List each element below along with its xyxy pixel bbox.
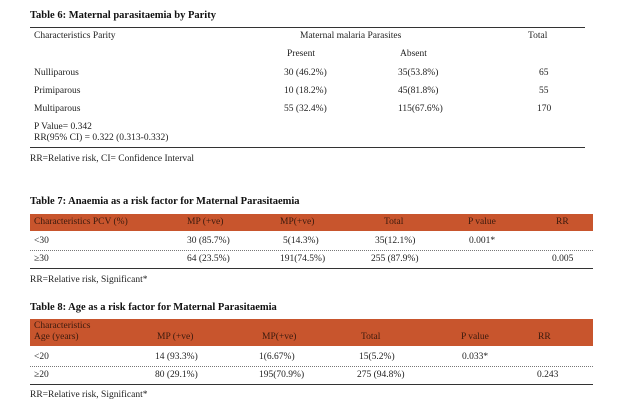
table7-row-label: <30 <box>34 236 49 246</box>
table7-title: Table 7: Anaemia as a risk factor for Ma… <box>30 196 300 207</box>
table7-cell-mp1: 30 (85.7%) <box>187 236 230 246</box>
table8-header-mp1: MP (+ve) <box>157 332 194 342</box>
table6-cell-total: 170 <box>537 104 552 114</box>
table6-cell-total: 55 <box>539 86 549 96</box>
table7-cell-rr: 0.005 <box>552 254 574 264</box>
table6-pvalue: P Value= 0.342 <box>34 122 92 132</box>
table7-header-mp2: MP(+ve) <box>280 217 315 227</box>
table8-header-pvalue: P value <box>461 332 489 342</box>
table6-cell-present: 30 (46.2%) <box>284 68 327 78</box>
table7-cell-total: 35(12.1%) <box>375 236 416 246</box>
table6-title: Table 6: Maternal parasitaemia by Parity <box>30 10 216 21</box>
table6-top-rule <box>30 27 585 28</box>
table8-title: Table 8: Age as a risk factor for Matern… <box>30 302 277 313</box>
table7-header-rr: RR <box>556 217 569 227</box>
table7-header-total: Total <box>384 217 404 227</box>
table8-cell-mp1: 14 (93.3%) <box>155 352 198 362</box>
table8-header-mp2: MP(+ve) <box>262 332 297 342</box>
table6-header-characteristics: Characteristics Parity <box>34 31 116 41</box>
table8-cell-pvalue: 0.033* <box>462 352 489 362</box>
table6-footnote: RR=Relative risk, CI= Confidence Interva… <box>30 154 194 164</box>
table6-header-present: Present <box>287 49 315 59</box>
table6-cell-present: 55 (32.4%) <box>284 104 327 114</box>
table6-rr: RR(95% CI) = 0.322 (0.313-0.332) <box>34 133 169 143</box>
table6-header-group: Maternal malaria Parasites <box>300 31 402 41</box>
table6-bottom-rule <box>30 147 585 148</box>
table6-row-label: Primiparous <box>34 86 81 96</box>
table6-cell-absent: 35(53.8%) <box>398 68 439 78</box>
table7-cell-mp2: 5(14.3%) <box>283 236 319 246</box>
table6-cell-absent: 45(81.8%) <box>398 86 439 96</box>
table7-cell-mp1: 64 (23.5%) <box>187 254 230 264</box>
table8-header-total: Total <box>361 332 381 342</box>
table8-cell-total: 15(5.2%) <box>359 352 395 362</box>
table6-header-absent: Absent <box>400 49 427 59</box>
table7-cell-pvalue: 0.001* <box>469 236 496 246</box>
table6-cell-absent: 115(67.6%) <box>398 104 443 114</box>
table8-header-band: Characteristics Age (years) MP (+ve) MP(… <box>30 319 593 346</box>
table7-bottom-rule <box>30 268 593 269</box>
table8-footnote: RR=Relative risk, Significant* <box>30 390 148 400</box>
table6-header-total: Total <box>528 31 548 41</box>
table6-row-label: Nulliparous <box>34 68 79 78</box>
table8-cell-mp1: 80 (29.1%) <box>155 370 198 380</box>
table8-cell-total: 275 (94.8%) <box>357 370 405 380</box>
table7-header-mp1: MP (+ve) <box>187 217 224 227</box>
table8-row-divider <box>30 366 593 367</box>
table8-row-label: <20 <box>34 352 49 362</box>
table8-cell-rr: 0.243 <box>537 370 559 380</box>
table7-row-divider <box>30 250 593 251</box>
table8-cell-mp2: 1(6.67%) <box>259 352 295 362</box>
table7-header-pvalue: P value <box>468 217 496 227</box>
table6-row-label: Multiparous <box>34 104 81 114</box>
table7-header-band: Characteristics PCV (%) MP (+ve) MP(+ve)… <box>30 214 593 231</box>
table8-header-characteristics: Characteristics <box>34 321 91 331</box>
table7-cell-mp2: 191(74.5%) <box>280 254 326 264</box>
table8-header-age: Age (years) <box>34 332 79 342</box>
table7-header-characteristics: Characteristics PCV (%) <box>34 217 128 227</box>
table8-bottom-rule <box>30 384 593 385</box>
table7-footnote: RR=Relative risk, Significant* <box>30 275 148 285</box>
table8-row-label: ≥20 <box>34 370 49 380</box>
table8-cell-mp2: 195(70.9%) <box>259 370 305 380</box>
table7-cell-total: 255 (87.9%) <box>371 254 419 264</box>
table6-cell-total: 65 <box>539 68 549 78</box>
table8-header-rr: RR <box>538 332 551 342</box>
table7-row-label: ≥30 <box>34 254 49 264</box>
table6-cell-present: 10 (18.2%) <box>284 86 327 96</box>
